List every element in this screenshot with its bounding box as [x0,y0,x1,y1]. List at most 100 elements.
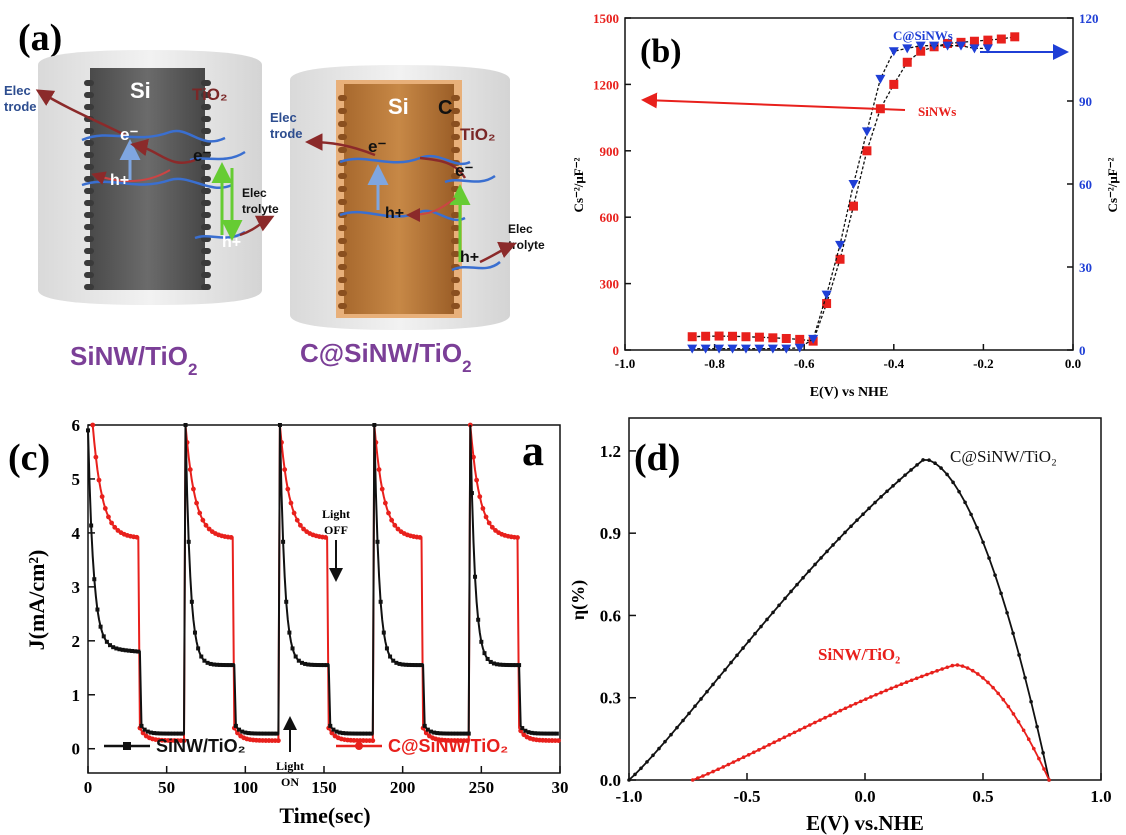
data-point [532,731,537,736]
x-tick-label: 200 [390,778,416,797]
legend-marker-c-sinw [355,742,363,750]
core-notch [338,134,347,140]
data-point [504,662,509,667]
legend-label-sinw: SiNW/TiO₂ [156,736,246,756]
data-point [663,739,667,744]
data-point [469,491,474,496]
core-notch [84,80,94,86]
data-point [205,660,210,665]
y-tick-left-label: 300 [600,277,620,292]
data-point-c-sinws [969,44,980,54]
data-point [197,510,203,516]
data-point [183,423,188,427]
data-point [520,726,525,731]
x-tick-label: -0.8 [704,356,725,371]
data-point-sinws [862,146,872,156]
x-tick-label: -0.5 [734,787,761,806]
data-point [729,660,733,665]
data-point [1021,728,1026,733]
data-point [322,663,326,668]
data-point [772,740,776,745]
data-point [460,731,465,736]
data-point [884,688,888,693]
data-point [155,731,160,736]
data-point [999,591,1003,596]
series-marks [687,32,1020,354]
data-point [158,731,163,736]
data-point [849,524,853,529]
data-point-c-sinws [835,240,846,250]
data-point [483,514,489,520]
data-point [243,730,248,735]
data-point [894,684,899,689]
data-point [447,731,452,736]
data-point [340,731,345,736]
core-notch [201,188,211,194]
data-point [477,494,483,500]
data-point [117,647,122,652]
series-line [87,424,559,735]
data-point [981,540,985,545]
data-point [480,506,486,511]
y-tick-label: 4 [72,524,81,543]
data-point [199,654,204,659]
data-point [268,731,273,736]
data-point [89,523,94,528]
data-point [375,539,380,544]
x-tick-label: 0 [84,778,93,797]
legend: SiNW/TiO₂ C@SiNW/TiO₂ [104,736,508,756]
data-point [471,454,476,460]
data-point [831,543,835,547]
data-point [488,659,493,664]
core-notch [451,290,460,296]
data-point [112,524,118,530]
data-point-sinws [701,331,711,341]
data-point [130,648,135,653]
data-point [960,664,965,668]
core-notch [201,128,211,134]
data-point [699,697,703,701]
data-point [237,727,242,732]
si-label: Si [388,94,409,119]
data-point-c-sinws [767,344,778,354]
core-notch [201,260,211,266]
electron-label-tio2: e⁻ [455,161,473,180]
y-tick-label: 5 [72,470,81,489]
data-point [180,731,185,736]
data-point [410,663,415,668]
data-point [318,663,323,668]
data-point [855,518,859,522]
data-point-c-sinws [727,344,738,354]
series-line [91,424,559,742]
y-tick-left-label: 1200 [593,77,619,92]
data-point [1047,778,1051,782]
data-point [400,662,405,667]
data-point [1041,751,1045,755]
data-point [290,646,295,651]
data-point [861,512,865,517]
sinw-caption: SiNW/TiO2 [70,341,197,379]
data-point [187,467,193,472]
data-point [309,662,314,667]
data-point [955,663,960,667]
data-point-sinws [1010,32,1020,42]
data-point [473,574,478,579]
conduction-band [339,154,471,166]
x-tick-label: 0.0 [854,787,875,806]
x-tick-label: -0.4 [884,356,905,371]
sinws-axis-arrow [641,92,906,111]
core-notch [201,272,211,278]
data-point [221,663,226,668]
data-point [441,731,446,736]
x-axis-label: Time(sec) [279,803,370,828]
y-tick-left-label: 600 [600,210,620,225]
hole-transfer-arrow [406,197,456,222]
data-point [379,486,385,492]
data-point [161,731,166,736]
data-point [438,731,443,736]
electron-transfer-arrow [130,138,196,164]
data-point [909,468,913,472]
core-notch [451,134,460,140]
core-notch [201,152,211,158]
